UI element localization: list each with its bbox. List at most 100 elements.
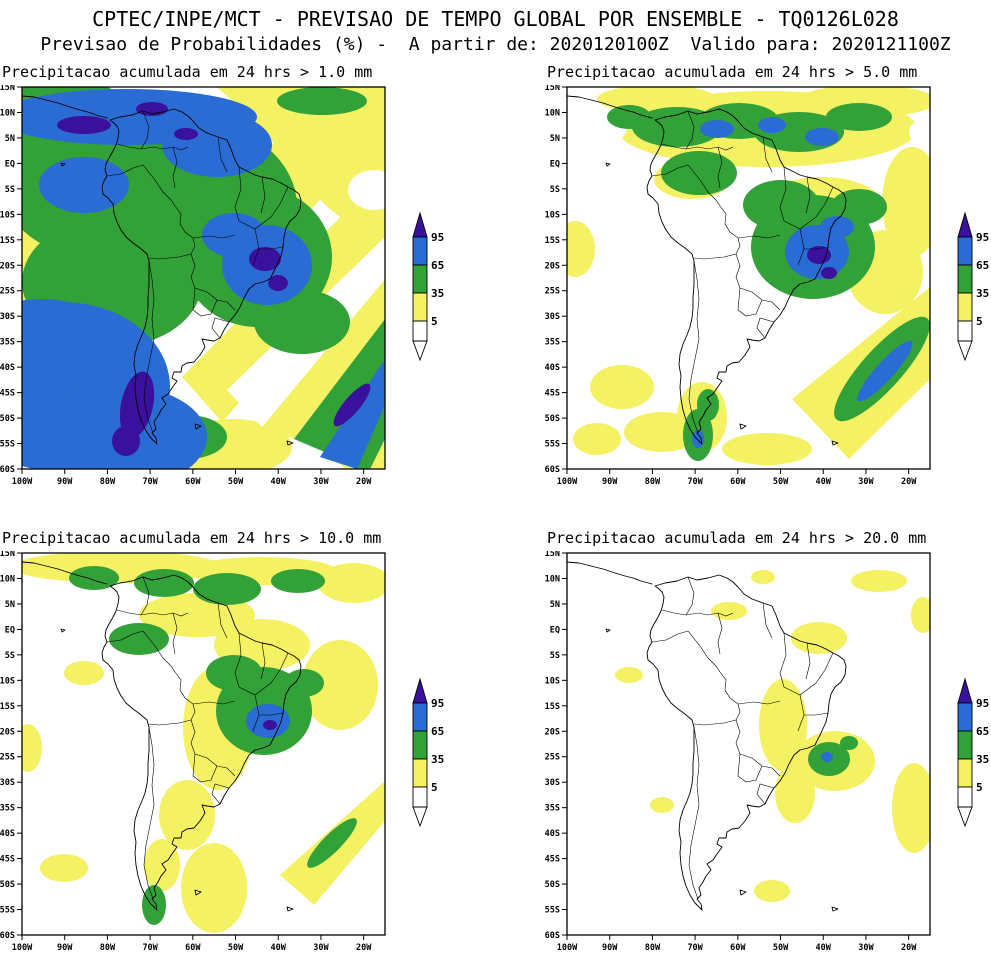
lat-tick-label: 10N xyxy=(0,574,15,584)
lat-tick-label: 45S xyxy=(545,389,560,399)
lat-tick-label: 5N xyxy=(550,134,560,144)
lon-tick-label: 70W xyxy=(687,477,703,487)
south-america-map: 15N 10N 5N EQ 5S 10S 15S 20S 25S 30S 35S 40S 45S 50S 5… xyxy=(0,85,386,487)
lon-tick-label: 100W xyxy=(12,477,33,487)
legend-band-0 xyxy=(957,320,973,342)
lon-tick-label: 40W xyxy=(271,477,287,487)
lon-axis: 100W 90W 80W 70W 60W 50W 40W 30W 20W xyxy=(557,469,917,487)
legend-label-5: 5 xyxy=(431,781,438,794)
probability-colorbar: 95 65 35 5 xyxy=(957,211,989,362)
lat-tick-label: 55S xyxy=(545,440,560,450)
lat-tick-label: 50S xyxy=(545,414,560,424)
probability-colorbar: 95 65 35 5 xyxy=(957,677,989,828)
lat-tick-label: 55S xyxy=(0,440,15,450)
lat-axis: 15N 10N 5N EQ 5S 10S 15S 20S 25S 30S 35S 40S 45S 50S 5… xyxy=(0,551,22,941)
panel-precip-gt-1mm: Precipitacao acumulada em 24 hrs > 1.0 m… xyxy=(0,63,520,495)
legend-band-0 xyxy=(412,320,428,342)
lat-tick-label: 40S xyxy=(0,829,15,839)
legend-band-35 xyxy=(957,730,973,760)
lat-tick-label: 45S xyxy=(545,855,560,865)
map-frame xyxy=(566,86,931,470)
map-area: 15N 10N 5N EQ 5S 10S 15S 20S 25S 30S 35S 40S 45S 50S 5… xyxy=(545,85,991,493)
lat-tick-label: 30S xyxy=(545,778,560,788)
lat-tick-label: 40S xyxy=(545,829,560,839)
lat-tick-label: 60S xyxy=(545,931,560,941)
lon-tick-label: 90W xyxy=(57,943,73,953)
legend-band-5 xyxy=(957,292,973,322)
lat-tick-label: 25S xyxy=(0,287,15,297)
lat-tick-label: 10S xyxy=(545,210,560,220)
lat-tick-label: EQ xyxy=(5,625,15,635)
panel-title: Precipitacao acumulada em 24 hrs > 10.0 … xyxy=(2,529,382,547)
lat-tick-label: EQ xyxy=(550,159,560,169)
lat-tick-label: EQ xyxy=(5,159,15,169)
lat-tick-label: 35S xyxy=(545,804,560,814)
lat-tick-label: 60S xyxy=(0,465,15,475)
lon-tick-label: 30W xyxy=(858,477,874,487)
lon-tick-label: 40W xyxy=(816,943,832,953)
lat-tick-label: 10S xyxy=(0,210,15,220)
lon-tick-label: 100W xyxy=(557,477,578,487)
lat-tick-label: 55S xyxy=(0,906,15,916)
lon-tick-label: 60W xyxy=(730,477,746,487)
lon-tick-label: 80W xyxy=(100,477,116,487)
legend-label-65: 65 xyxy=(431,725,444,738)
lat-tick-label: 15N xyxy=(0,551,15,559)
legend-band-35 xyxy=(957,264,973,294)
legend-label-35: 35 xyxy=(976,753,989,766)
lat-tick-label: 25S xyxy=(0,753,15,763)
lon-tick-label: 30W xyxy=(313,943,329,953)
legend-band-65 xyxy=(412,702,428,732)
lat-tick-label: 20S xyxy=(545,261,560,271)
lat-tick-label: 15S xyxy=(545,702,560,712)
lon-tick-label: 80W xyxy=(645,477,661,487)
lon-tick-label: 40W xyxy=(271,943,287,953)
lon-tick-label: 60W xyxy=(730,943,746,953)
legend-arrow-0 xyxy=(412,806,428,828)
probability-colorbar: 95 65 35 5 xyxy=(412,677,444,828)
lat-tick-label: EQ xyxy=(550,625,560,635)
probability-colorbar: 95 65 35 5 xyxy=(412,211,444,362)
probability-shading xyxy=(22,87,385,469)
legend-label-95: 95 xyxy=(431,231,444,244)
legend-arrow-0 xyxy=(957,806,973,828)
lat-tick-label: 40S xyxy=(0,363,15,373)
lat-tick-label: 20S xyxy=(0,261,15,271)
lon-tick-label: 70W xyxy=(142,943,158,953)
legend-label-95: 95 xyxy=(976,231,989,244)
legend-band-5 xyxy=(957,758,973,788)
lat-axis: 15N 10N 5N EQ 5S 10S 15S 20S 25S 30S 35S 40S 45S 50S 5… xyxy=(545,551,567,941)
lat-tick-label: 40S xyxy=(545,363,560,373)
legend-label-35: 35 xyxy=(431,287,444,300)
map-frame xyxy=(21,552,386,936)
lat-tick-label: 30S xyxy=(0,778,15,788)
lon-tick-label: 50W xyxy=(773,943,789,953)
lon-tick-label: 90W xyxy=(602,943,618,953)
lat-tick-label: 35S xyxy=(0,804,15,814)
south-america-map: 15N 10N 5N EQ 5S 10S 15S 20S 25S 30S 35S 40S 45S 50S 5… xyxy=(545,551,931,953)
lat-tick-label: 15S xyxy=(0,702,15,712)
lat-tick-label: 15N xyxy=(545,551,560,559)
lon-tick-label: 40W xyxy=(816,477,832,487)
lat-tick-label: 5N xyxy=(550,600,560,610)
lon-tick-label: 100W xyxy=(557,943,578,953)
legend-label-65: 65 xyxy=(976,259,989,272)
lon-tick-label: 50W xyxy=(228,477,244,487)
lon-tick-label: 20W xyxy=(356,943,372,953)
lat-axis: 15N 10N 5N EQ 5S 10S 15S 20S 25S 30S 35S 40S 45S 50S 5… xyxy=(0,85,22,475)
lon-tick-label: 60W xyxy=(185,477,201,487)
lon-tick-label: 80W xyxy=(100,943,116,953)
legend-band-5 xyxy=(412,292,428,322)
lat-tick-label: 30S xyxy=(545,312,560,322)
lat-tick-label: 30S xyxy=(0,312,15,322)
lat-tick-label: 60S xyxy=(545,465,560,475)
lat-tick-label: 15N xyxy=(545,85,560,93)
legend-band-0 xyxy=(412,786,428,808)
panel-precip-gt-10mm: Precipitacao acumulada em 24 hrs > 10.0 … xyxy=(0,529,520,961)
legend-band-65 xyxy=(957,236,973,266)
panel-precip-gt-20mm: Precipitacao acumulada em 24 hrs > 20.0 … xyxy=(520,529,991,961)
legend-band-65 xyxy=(957,702,973,732)
legend-arrow-95 xyxy=(412,211,428,238)
lon-tick-label: 20W xyxy=(901,477,917,487)
lon-tick-label: 30W xyxy=(313,477,329,487)
